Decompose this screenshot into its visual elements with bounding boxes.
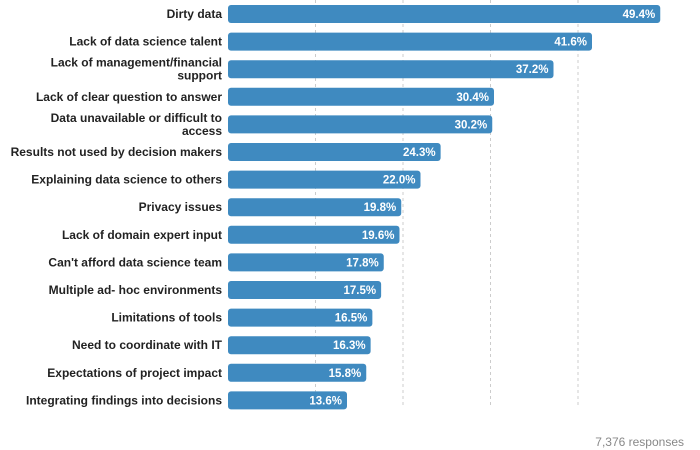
value-label-3: 30.4% — [456, 92, 489, 104]
category-label-10: Multiple ad- hoc environments — [49, 283, 223, 297]
category-label-1: Lack of data science talent — [69, 35, 222, 49]
value-label-9: 17.8% — [346, 257, 379, 269]
value-label-14: 13.6% — [309, 395, 342, 407]
category-label-4: Data unavailable or difficult to access — [51, 111, 223, 138]
value-label-0: 49.4% — [623, 9, 656, 21]
bar-7 — [228, 198, 402, 217]
value-label-11: 16.5% — [335, 313, 368, 325]
value-label-4: 30.2% — [455, 119, 488, 131]
category-label-6: Explaining data science to others — [31, 173, 222, 187]
category-label-8: Lack of domain expert input — [62, 228, 222, 242]
category-label-7: Privacy issues — [139, 200, 223, 214]
bar-6 — [228, 170, 421, 189]
value-label-8: 19.6% — [362, 230, 395, 242]
category-label-3: Lack of clear question to answer — [36, 90, 222, 104]
value-label-7: 19.8% — [364, 202, 397, 214]
bar-5 — [228, 143, 441, 161]
bar-12 — [228, 336, 371, 355]
category-label-9: Can't afford data science team — [48, 255, 222, 269]
category-label-13: Expectations of project impact — [47, 366, 222, 380]
category-label-5: Results not used by decision makers — [11, 145, 223, 159]
value-label-6: 22.0% — [383, 175, 416, 187]
bar-3 — [228, 87, 494, 106]
bar-4 — [228, 115, 493, 134]
category-label-2: Lack of management/financial support — [51, 56, 222, 83]
category-label-14: Integrating findings into decisions — [26, 393, 222, 407]
bar-2 — [228, 60, 554, 79]
category-label-11: Limitations of tools — [111, 311, 222, 325]
bar-1 — [228, 32, 592, 51]
value-label-12: 16.3% — [333, 340, 366, 352]
value-label-2: 37.2% — [516, 64, 549, 76]
value-label-5: 24.3% — [403, 147, 436, 159]
bar-13 — [228, 363, 367, 382]
bar-14 — [228, 391, 347, 410]
bar-11 — [228, 308, 373, 327]
value-label-13: 15.8% — [329, 368, 362, 380]
bar-0 — [228, 5, 661, 23]
bar-9 — [228, 253, 384, 272]
category-label-0: Dirty data — [167, 7, 223, 21]
responses-count: 7,376 responses — [595, 435, 684, 449]
bar-10 — [228, 281, 382, 299]
value-label-1: 41.6% — [554, 37, 587, 49]
value-label-10: 17.5% — [344, 285, 377, 297]
category-label-12: Need to coordinate with IT — [72, 338, 223, 352]
bar-8 — [228, 225, 400, 244]
